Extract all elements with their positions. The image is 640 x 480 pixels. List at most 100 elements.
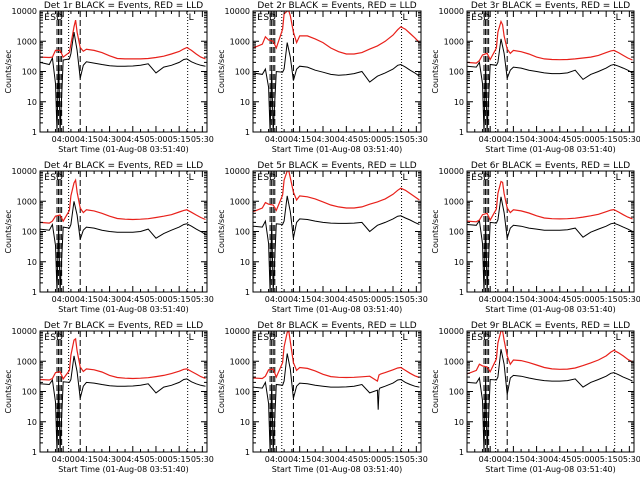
y-tick-label: 100 (22, 68, 37, 77)
y-tick-label: 100 (449, 68, 464, 77)
events-series-line (40, 32, 206, 132)
plot-frame (252, 170, 422, 293)
x-tick-label: 05:15 (381, 135, 404, 144)
x-tick-label: 04:30 (525, 295, 548, 304)
x-tick-label: 04:30 (98, 455, 121, 464)
x-axis-label: Start Time (01-Aug-08 03:51:40) (485, 305, 616, 314)
x-tick-label: 04:30 (525, 455, 548, 464)
marker-label: L (403, 333, 408, 343)
marker-label: SD (477, 13, 490, 23)
x-tick-label: 05:30 (191, 455, 214, 464)
y-tick-label: 10000 (225, 167, 250, 176)
marker-label: L (189, 13, 194, 23)
y-tick-label: 1000 (230, 37, 250, 46)
x-tick-label: 04:45 (335, 295, 358, 304)
lld-series-line (253, 331, 420, 383)
x-tick-label: 05:30 (618, 135, 640, 144)
chart-panel: Det 6r BLACK = Events, RED = LLD E SD L 1 10 1… (431, 161, 640, 314)
y-tick-label: 100 (449, 388, 464, 397)
x-tick-label: 04:45 (335, 135, 358, 144)
marker-label: E (471, 13, 477, 23)
x-tick-label: 04:15 (75, 455, 98, 464)
x-tick-label: 05:00 (571, 295, 594, 304)
plot-frame (39, 10, 208, 133)
y-tick-label: 10000 (439, 327, 464, 336)
y-tick-label: 10000 (12, 167, 37, 176)
y-tick-label: 10 (27, 258, 37, 267)
marker-label: E (257, 13, 263, 23)
y-tick-label: 1000 (444, 197, 464, 206)
x-axis-label: Start Time (01-Aug-08 03:51:40) (58, 145, 189, 154)
x-axis-label: Start Time (01-Aug-08 03:51:40) (272, 305, 403, 314)
plot-frame (252, 330, 422, 453)
y-tick-label: 1000 (444, 37, 464, 46)
x-tick-label: 04:45 (121, 295, 144, 304)
y-tick-label: 100 (22, 228, 37, 237)
y-tick-label: 1 (32, 288, 37, 297)
x-tick-label: 04:00 (479, 135, 502, 144)
y-tick-label: 1000 (17, 37, 37, 46)
events-series-line (40, 201, 206, 292)
x-tick-label: 04:30 (311, 135, 334, 144)
x-tick-label: 05:30 (191, 295, 214, 304)
x-tick-label: 05:30 (405, 135, 428, 144)
x-tick-label: 04:15 (502, 135, 525, 144)
y-tick-label: 1 (459, 128, 464, 137)
y-axis-label: Counts/sec (431, 209, 440, 253)
x-tick-label: 04:00 (52, 455, 75, 464)
y-axis-label: Counts/sec (431, 49, 440, 93)
marker-label: L (616, 13, 621, 23)
y-tick-label: 10 (240, 418, 250, 427)
x-tick-label: 05:15 (381, 455, 404, 464)
x-axis-label: Start Time (01-Aug-08 03:51:40) (58, 465, 189, 474)
marker-label: SD (263, 13, 276, 23)
events-series-line (253, 42, 420, 132)
y-tick-label: 1 (245, 288, 250, 297)
y-tick-label: 1000 (230, 357, 250, 366)
lld-series-line (467, 19, 633, 64)
marker-label: L (189, 333, 194, 343)
y-tick-label: 10000 (225, 327, 250, 336)
marker-label: E (44, 333, 50, 343)
marker-label: SD (263, 333, 276, 343)
x-axis-label: Start Time (01-Aug-08 03:51:40) (272, 145, 403, 154)
y-tick-label: 10 (240, 258, 250, 267)
marker-label: L (403, 173, 408, 183)
y-tick-label: 10 (27, 418, 37, 427)
x-tick-label: 05:00 (144, 455, 167, 464)
x-axis-label: Start Time (01-Aug-08 03:51:40) (272, 465, 403, 474)
x-tick-label: 05:15 (595, 455, 618, 464)
lld-series-line (40, 19, 206, 60)
chart-title: Det 9r BLACK = Events, RED = LLD (471, 321, 630, 331)
lld-series-line (253, 11, 420, 55)
y-tick-label: 1000 (230, 197, 250, 206)
events-series-line (467, 349, 633, 452)
chart-title: Det 2r BLACK = Events, RED = LLD (257, 1, 416, 11)
chart-panel: Det 3r BLACK = Events, RED = LLD E SD L 1 10 1… (431, 1, 640, 154)
x-tick-label: 05:30 (405, 295, 428, 304)
chart-panel: Det 2r BLACK = Events, RED = LLD E SD L 1 10 1… (217, 1, 428, 154)
marker-label: SD (477, 333, 490, 343)
plot-frame (466, 330, 635, 453)
x-tick-label: 04:00 (52, 295, 75, 304)
x-tick-label: 04:30 (525, 135, 548, 144)
y-tick-label: 10000 (225, 7, 250, 16)
chart-panel: Det 9r BLACK = Events, RED = LLD E SD L 1 10 1… (431, 321, 640, 474)
marker-label: L (403, 13, 408, 23)
x-tick-label: 05:15 (168, 295, 191, 304)
x-tick-label: 04:45 (335, 455, 358, 464)
lld-series-line (40, 178, 206, 224)
y-tick-label: 10 (27, 98, 37, 107)
y-tick-label: 100 (235, 228, 250, 237)
events-series-line (40, 355, 206, 452)
events-series-line (467, 38, 633, 132)
x-tick-label: 04:15 (502, 295, 525, 304)
x-tick-label: 04:30 (311, 455, 334, 464)
x-tick-label: 05:15 (168, 455, 191, 464)
marker-label: SD (50, 173, 63, 183)
y-tick-label: 1 (245, 128, 250, 137)
y-tick-label: 100 (22, 388, 37, 397)
x-tick-label: 05:15 (595, 295, 618, 304)
x-tick-label: 04:00 (265, 455, 288, 464)
x-tick-label: 04:15 (502, 455, 525, 464)
